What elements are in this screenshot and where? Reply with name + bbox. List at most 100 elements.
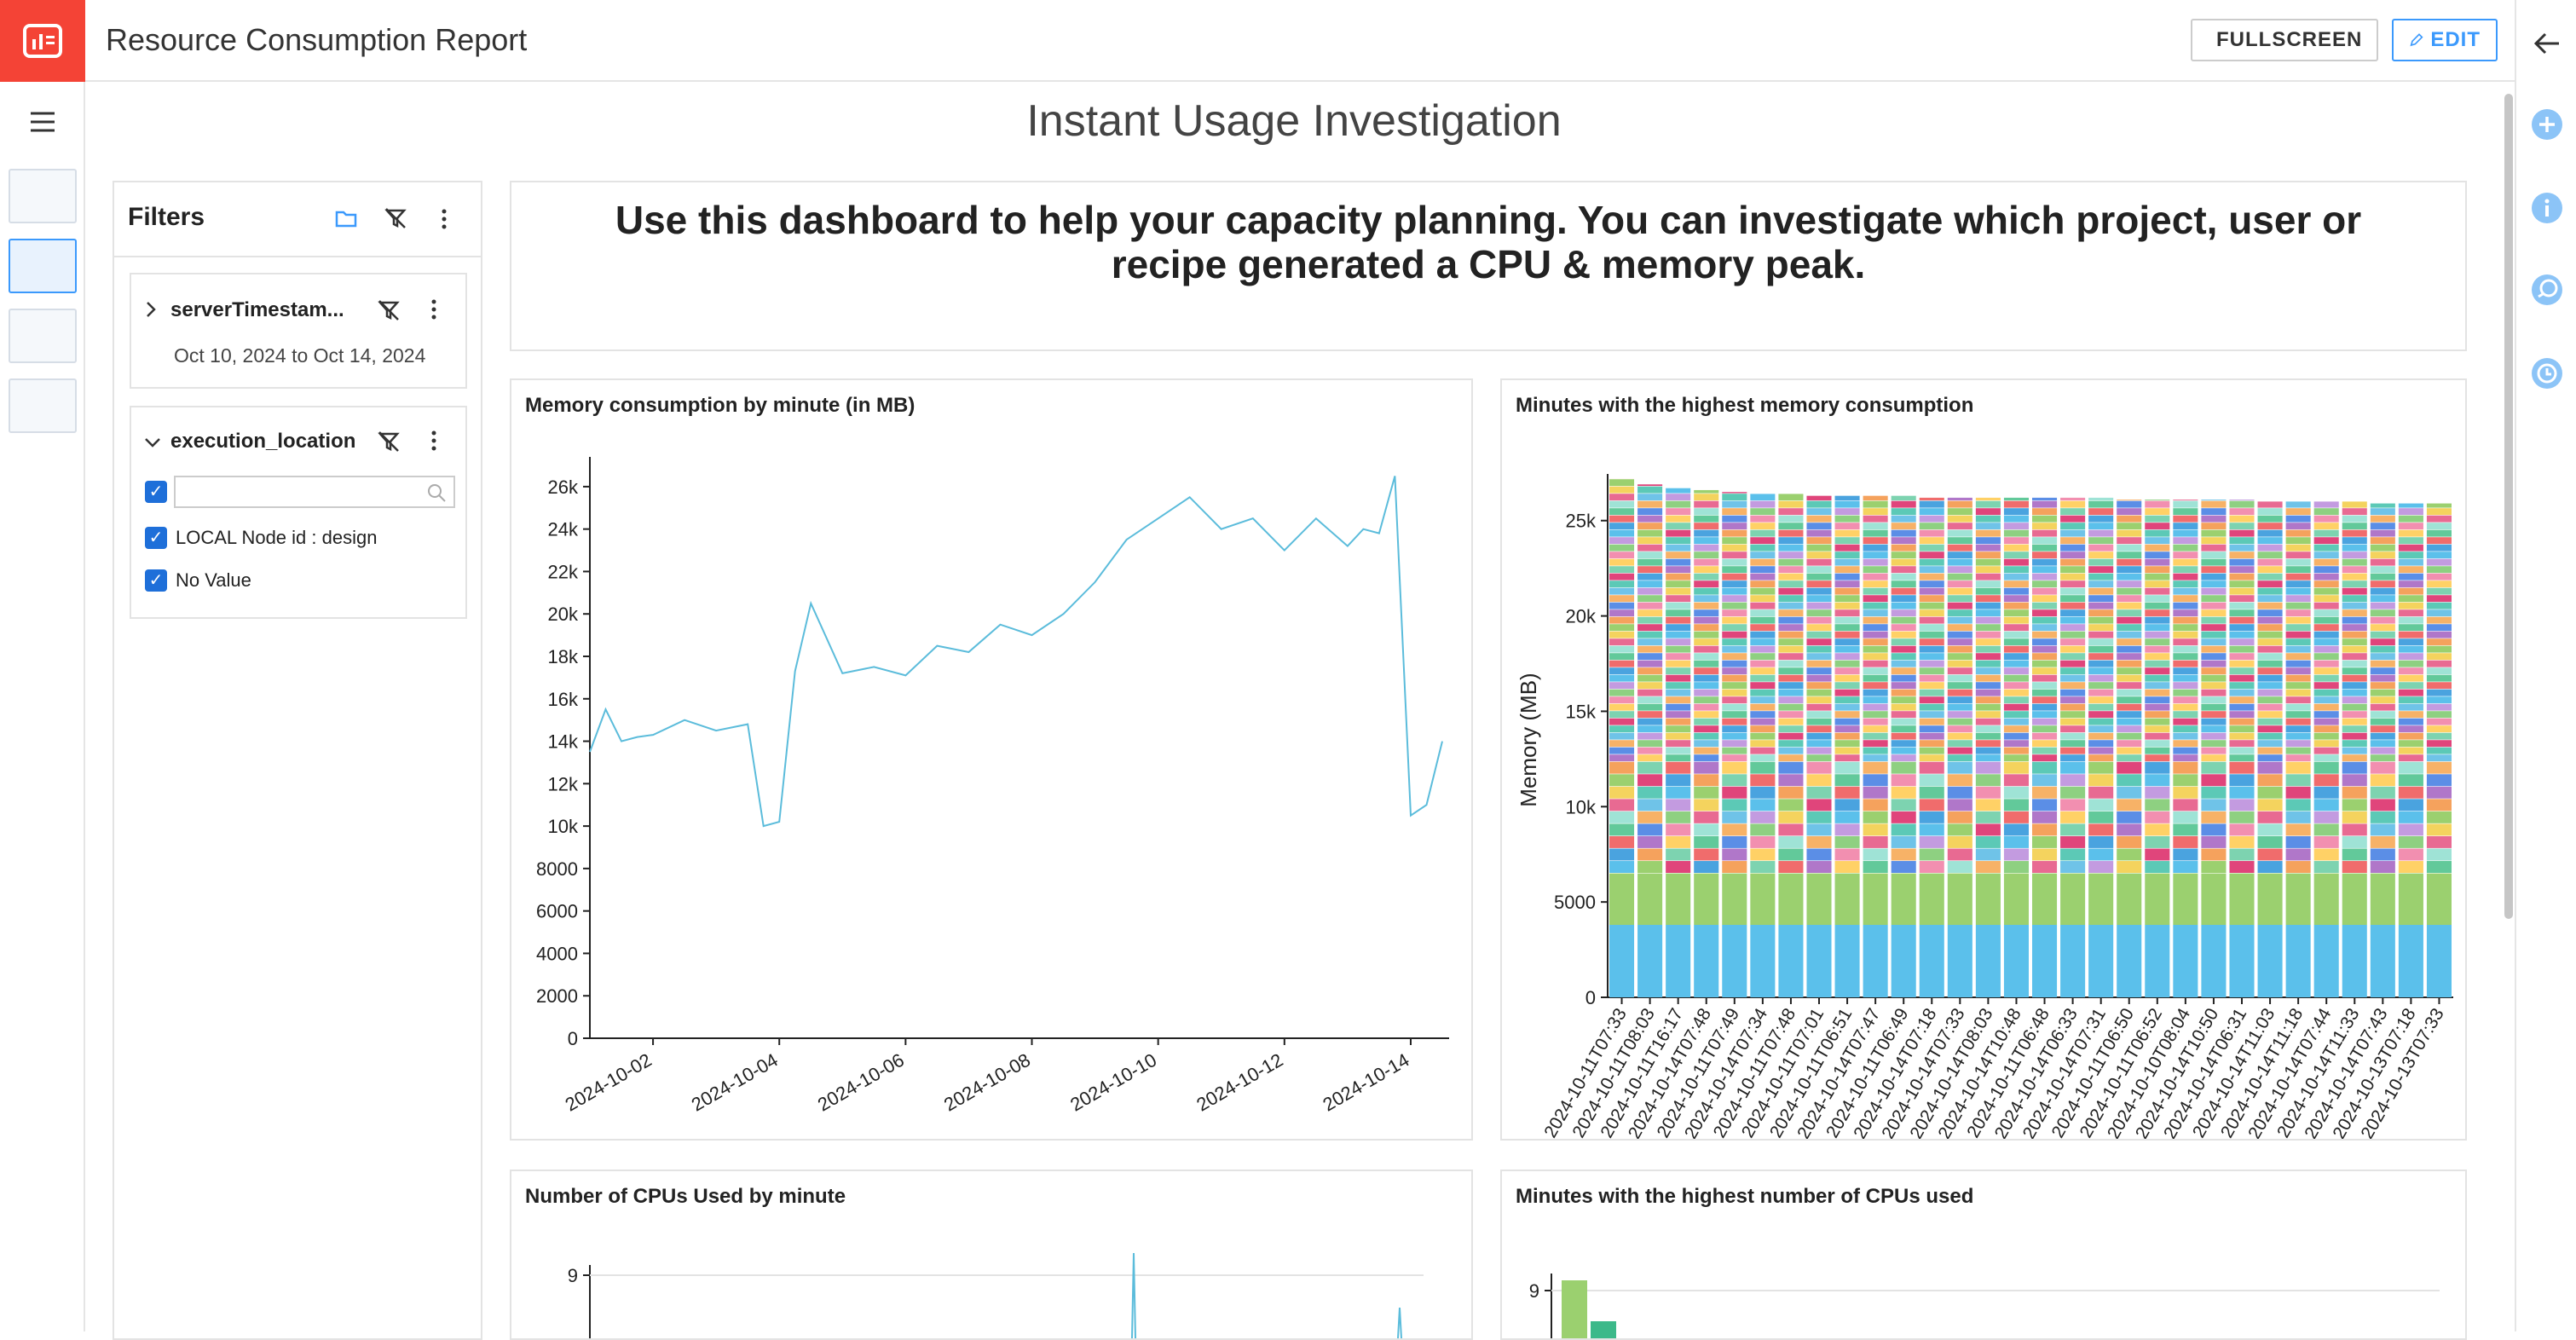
bar-segment (2004, 530, 2029, 537)
bar-segment (1976, 588, 2001, 595)
bar-segment (1750, 733, 1775, 740)
bar-segment (2427, 646, 2452, 653)
bar-segment (2201, 711, 2226, 718)
bar-segment (2286, 690, 2311, 696)
page-thumbnail-1[interactable] (9, 169, 77, 223)
bar-segment (2286, 787, 2311, 799)
bar-segment (1948, 617, 1972, 624)
bar-segment (1750, 754, 1775, 761)
bar-segment (2286, 675, 2311, 682)
bar-segment (1976, 667, 2001, 674)
bar-segment (2258, 574, 2283, 580)
x-tick-label: 2024-10-12 (1193, 1049, 1286, 1116)
bar-segment (1694, 711, 1718, 718)
chevron-down-icon[interactable] (143, 436, 162, 448)
chevron-right-icon[interactable] (145, 300, 157, 319)
bar-segment (1722, 740, 1747, 747)
stacked-bar (1806, 496, 1831, 997)
add-icon[interactable] (2530, 107, 2564, 142)
bar-segment (1948, 696, 1972, 703)
select-all-checkbox[interactable]: ✓ (145, 481, 167, 503)
bar-segment (1609, 487, 1634, 494)
bar-segment (1637, 494, 1662, 500)
intro-text-tile: Use this dashboard to help your capacity… (510, 181, 2467, 351)
bar-segment (2399, 754, 2423, 761)
bar-segment (1778, 624, 1803, 631)
bar-segment (2145, 508, 2169, 515)
bar-segment (1694, 675, 1718, 682)
bar-segment (2229, 675, 2254, 682)
bar-segment (1863, 740, 1888, 747)
page-thumbnail-3[interactable] (9, 309, 77, 363)
bar-segment (1750, 559, 1775, 566)
page-thumbnail-4[interactable] (9, 378, 77, 433)
bar-segment (1920, 653, 1944, 660)
bar-segment (1609, 696, 1634, 703)
info-icon[interactable] (2530, 191, 2564, 225)
clear-filter-icon[interactable] (377, 298, 401, 322)
bar-segment (2145, 711, 2169, 718)
bar-segment (1976, 508, 2001, 515)
bar-segment (2201, 799, 2226, 811)
option-checkbox[interactable]: ✓ (145, 527, 167, 549)
y-tick-label: 24k (548, 519, 579, 540)
bar-segment (1835, 537, 1860, 544)
bar-segment (2088, 812, 2113, 823)
bar-segment (2229, 559, 2254, 566)
y-axis-label: Memory (MB) (1516, 673, 1541, 806)
scrollbar-thumb[interactable] (2504, 94, 2513, 919)
app-logo[interactable] (0, 0, 85, 82)
stacked-bar (2173, 500, 2198, 997)
bar-segment (1722, 624, 1747, 631)
bar-segment (1920, 595, 1944, 602)
bar-segment (2342, 874, 2367, 925)
more-options-icon[interactable] (440, 208, 448, 230)
bar-segment (1694, 609, 1718, 616)
bar-segment (1609, 704, 1634, 711)
bar-segment (2088, 508, 2113, 515)
filter-execution-location[interactable]: execution_location ✓ ✓ LOCAL Node id : d… (130, 406, 467, 619)
chat-icon[interactable] (2530, 273, 2564, 307)
bar-segment (2286, 823, 2311, 835)
bar-segment (1806, 711, 1831, 718)
page-thumbnail-2[interactable] (9, 239, 77, 293)
bar-segment (2229, 799, 2254, 811)
bar-segment (2229, 574, 2254, 580)
option-checkbox[interactable]: ✓ (145, 569, 167, 592)
filter-server-timestamp[interactable]: serverTimestam... Oct 10, 2024 to Oct 14… (130, 273, 467, 389)
bar-segment (1694, 588, 1718, 595)
bar-segment (1666, 704, 1690, 711)
bar-segment (1806, 836, 1831, 848)
more-options-icon[interactable] (430, 430, 438, 452)
bar-segment (1750, 812, 1775, 823)
bar-segment (1778, 653, 1803, 660)
hamburger-menu-icon[interactable] (29, 111, 56, 133)
bar-segment (1722, 537, 1747, 544)
bar-segment (1637, 646, 1662, 653)
bar-segment (1892, 690, 1916, 696)
edit-button[interactable]: EDIT (2392, 19, 2498, 61)
more-options-icon[interactable] (430, 298, 438, 321)
bar-segment (1750, 704, 1775, 711)
back-arrow-icon[interactable] (2533, 31, 2561, 56)
clear-filter-icon[interactable] (377, 430, 401, 453)
bar-segment (2342, 603, 2367, 609)
bar-segment (1722, 494, 1747, 500)
y-tick-label: 10k (548, 816, 579, 837)
history-icon[interactable] (2530, 356, 2564, 390)
bar-segment (1976, 754, 2001, 761)
bar-segment (2004, 836, 2029, 848)
bar-segment (1920, 799, 1944, 811)
bar-segment (2286, 632, 2311, 638)
bar-segment (2060, 624, 2085, 631)
bar-segment (1609, 787, 1634, 799)
filter-search-input[interactable] (174, 476, 455, 508)
fullscreen-button[interactable]: FULLSCREEN (2191, 19, 2378, 61)
bar-segment (1694, 559, 1718, 566)
clear-filter-icon[interactable] (384, 206, 407, 230)
bar-segment (1806, 675, 1831, 682)
bar-segment (1976, 711, 2001, 718)
bar-segment (1892, 632, 1916, 638)
bar-segment (1609, 661, 1634, 667)
folder-icon[interactable] (334, 208, 358, 228)
